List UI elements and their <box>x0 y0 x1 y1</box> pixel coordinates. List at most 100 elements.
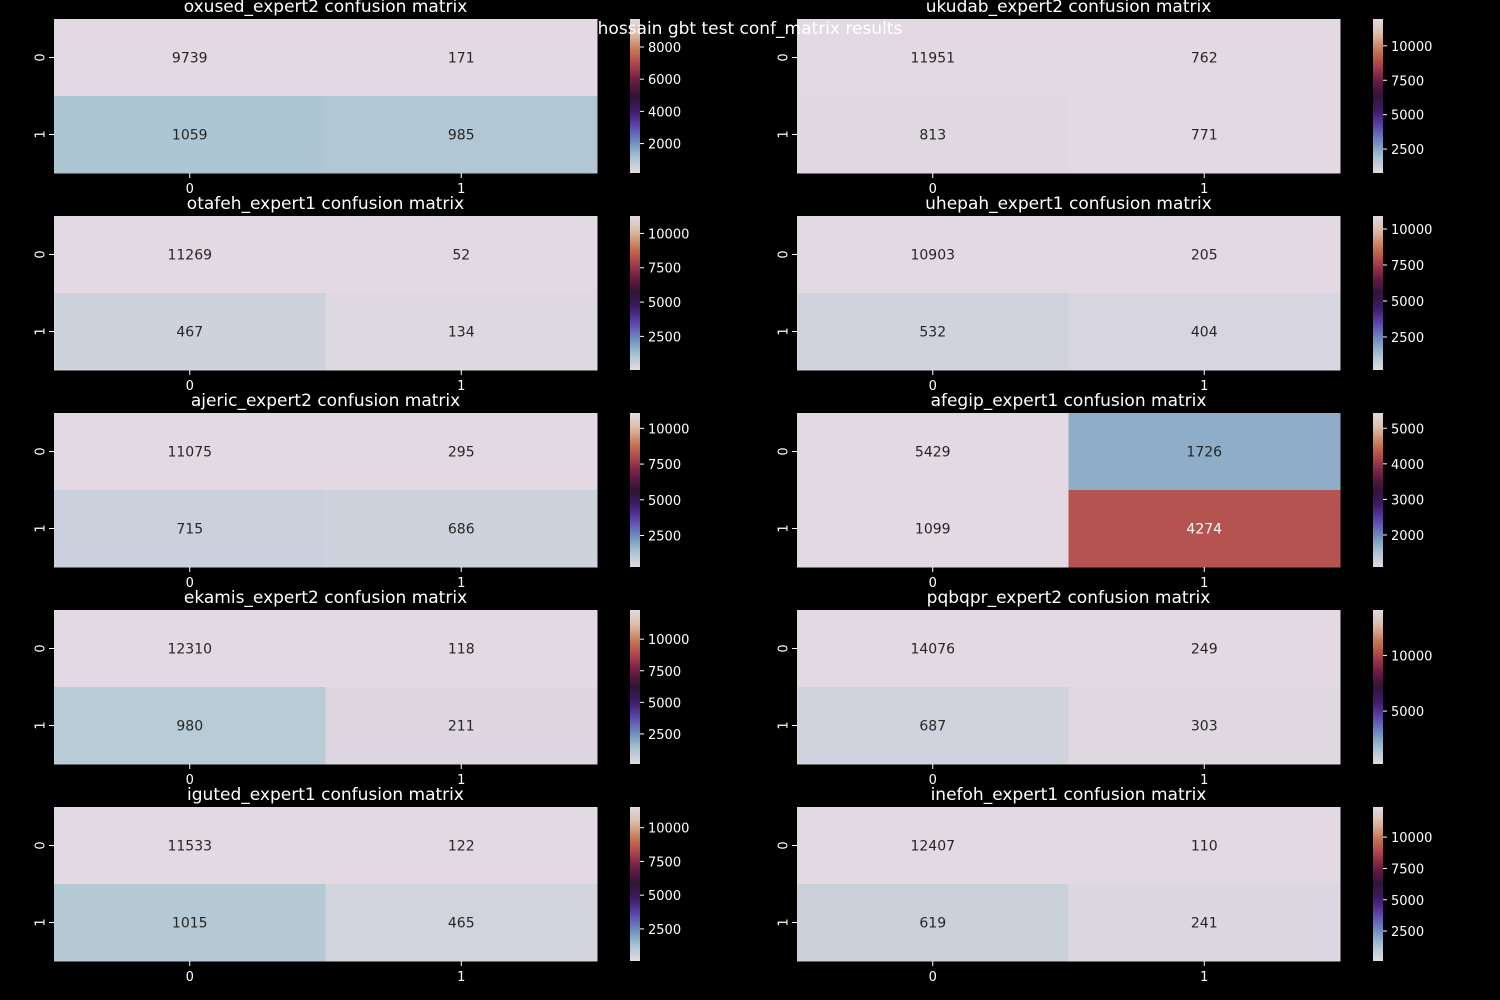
heatmap-cell <box>1068 490 1341 568</box>
cell-value-label: 532 <box>919 325 946 341</box>
colorbar-tick-label: 7500 <box>648 262 681 277</box>
y-tick-label: 0 <box>34 841 49 849</box>
cell-value-label: 4274 <box>1186 522 1222 538</box>
colorbar-tick-label: 7500 <box>648 855 681 870</box>
cell-value-label: 211 <box>448 719 475 735</box>
y-tick-label: 1 <box>34 918 49 926</box>
heatmap-cell <box>797 687 1069 765</box>
cell-value-label: 14076 <box>910 642 955 658</box>
heatmap-cell <box>1068 413 1341 491</box>
colorbar-tick-label: 7500 <box>1391 862 1424 877</box>
x-tick-label: 0 <box>929 773 937 788</box>
colorbar-tick-label: 10000 <box>648 227 689 242</box>
colorbar <box>1373 610 1383 764</box>
x-tick-label: 0 <box>929 182 937 197</box>
heatmap-cell <box>54 610 326 688</box>
cell-value-label: 762 <box>1191 51 1218 67</box>
colorbar-tick-label: 10000 <box>648 633 689 648</box>
colorbar-tick-label: 3000 <box>1391 493 1424 508</box>
colorbar-tick-label: 8000 <box>648 41 681 56</box>
colorbar-tick-label: 5000 <box>1391 894 1424 909</box>
x-tick-label: 1 <box>1200 182 1208 197</box>
heatmap-cell <box>325 807 598 885</box>
heatmap-cell <box>325 413 598 491</box>
cell-value-label: 771 <box>1191 128 1218 144</box>
heatmap-title: inefoh_expert1 confusion matrix <box>931 785 1207 805</box>
cell-value-label: 467 <box>176 325 203 341</box>
colorbar-tick-label: 5000 <box>1391 422 1424 437</box>
y-tick-label: 1 <box>34 327 49 335</box>
heatmap-cell <box>325 610 598 688</box>
x-tick-label: 1 <box>457 576 465 591</box>
colorbar <box>630 610 640 764</box>
heatmap-cell <box>54 19 326 97</box>
cell-value-label: 295 <box>448 445 475 461</box>
colorbar-tick-label: 10000 <box>648 422 689 437</box>
cell-value-label: 122 <box>448 839 475 855</box>
heatmap-panel-6: afegip_expert1 confusion matrix 5429 1726 1… <box>777 391 1425 591</box>
heatmap-cell <box>797 216 1069 294</box>
heatmap-cell <box>797 807 1069 885</box>
x-tick-label: 0 <box>186 576 194 591</box>
heatmap-panel-4: uhepah_expert1 confusion matrix 10903 205 5… <box>777 194 1433 394</box>
heatmap-cell <box>325 216 598 294</box>
heatmap-cell <box>1068 216 1341 294</box>
heatmap-cell <box>54 216 326 294</box>
heatmap-cell <box>54 884 326 962</box>
y-tick-label: 1 <box>34 721 49 729</box>
y-tick-label: 0 <box>34 447 49 455</box>
colorbar-tick-label: 5000 <box>648 494 681 509</box>
cell-value-label: 985 <box>448 128 475 144</box>
colorbar-tick-label: 2000 <box>1391 529 1424 544</box>
heatmap-title: iguted_expert1 confusion matrix <box>187 785 464 805</box>
heatmap-cell <box>1068 610 1341 688</box>
colorbar-tick-label: 5000 <box>648 296 681 311</box>
heatmap-cell <box>797 19 1069 97</box>
colorbar-tick-label: 2000 <box>648 138 681 153</box>
y-tick-label: 0 <box>34 250 49 258</box>
heatmap-title: oxused_expert2 confusion matrix <box>184 0 468 17</box>
colorbar-tick-label: 10000 <box>1391 40 1432 55</box>
heatmap-cell <box>797 610 1069 688</box>
cell-value-label: 1059 <box>172 128 208 144</box>
cell-value-label: 715 <box>176 522 203 538</box>
cell-value-label: 1099 <box>915 522 951 538</box>
cell-value-label: 249 <box>1191 642 1218 658</box>
cell-value-label: 9739 <box>172 51 208 67</box>
heatmap-cell <box>54 807 326 885</box>
cell-value-label: 686 <box>448 522 475 538</box>
y-tick-label: 1 <box>34 130 49 138</box>
y-tick-label: 0 <box>777 53 792 61</box>
cell-value-label: 134 <box>448 325 475 341</box>
heatmap-cell <box>325 884 598 962</box>
cell-value-label: 12407 <box>910 839 955 855</box>
heatmap-cell <box>1068 807 1341 885</box>
y-tick-label: 0 <box>777 250 792 258</box>
colorbar-tick-label: 5000 <box>1391 705 1424 720</box>
colorbar-tick-label: 10000 <box>1391 649 1432 664</box>
heatmap-cell <box>54 490 326 568</box>
y-tick-label: 0 <box>777 644 792 652</box>
colorbar-tick-label: 10000 <box>1391 831 1432 846</box>
heatmap-cell <box>325 687 598 765</box>
x-tick-label: 1 <box>457 970 465 985</box>
colorbar-tick-label: 7500 <box>1391 259 1424 274</box>
cell-value-label: 465 <box>448 916 475 932</box>
x-tick-label: 1 <box>457 773 465 788</box>
y-tick-label: 0 <box>34 644 49 652</box>
cell-value-label: 1015 <box>172 916 208 932</box>
y-tick-label: 1 <box>34 524 49 532</box>
y-tick-label: 0 <box>34 53 49 61</box>
cell-value-label: 404 <box>1191 325 1218 341</box>
heatmap-panel-8: pqbqpr_expert2 confusion matrix 14076 249 6… <box>777 588 1433 788</box>
heatmap-cell <box>797 413 1069 491</box>
cell-value-label: 118 <box>448 642 475 658</box>
cell-value-label: 980 <box>176 719 203 735</box>
heatmap-cell <box>54 687 326 765</box>
colorbar-tick-label: 2500 <box>1391 143 1424 158</box>
colorbar-tick-label: 7500 <box>648 665 681 680</box>
x-tick-label: 1 <box>457 182 465 197</box>
heatmap-cell <box>1068 293 1341 371</box>
cell-value-label: 12310 <box>167 642 212 658</box>
